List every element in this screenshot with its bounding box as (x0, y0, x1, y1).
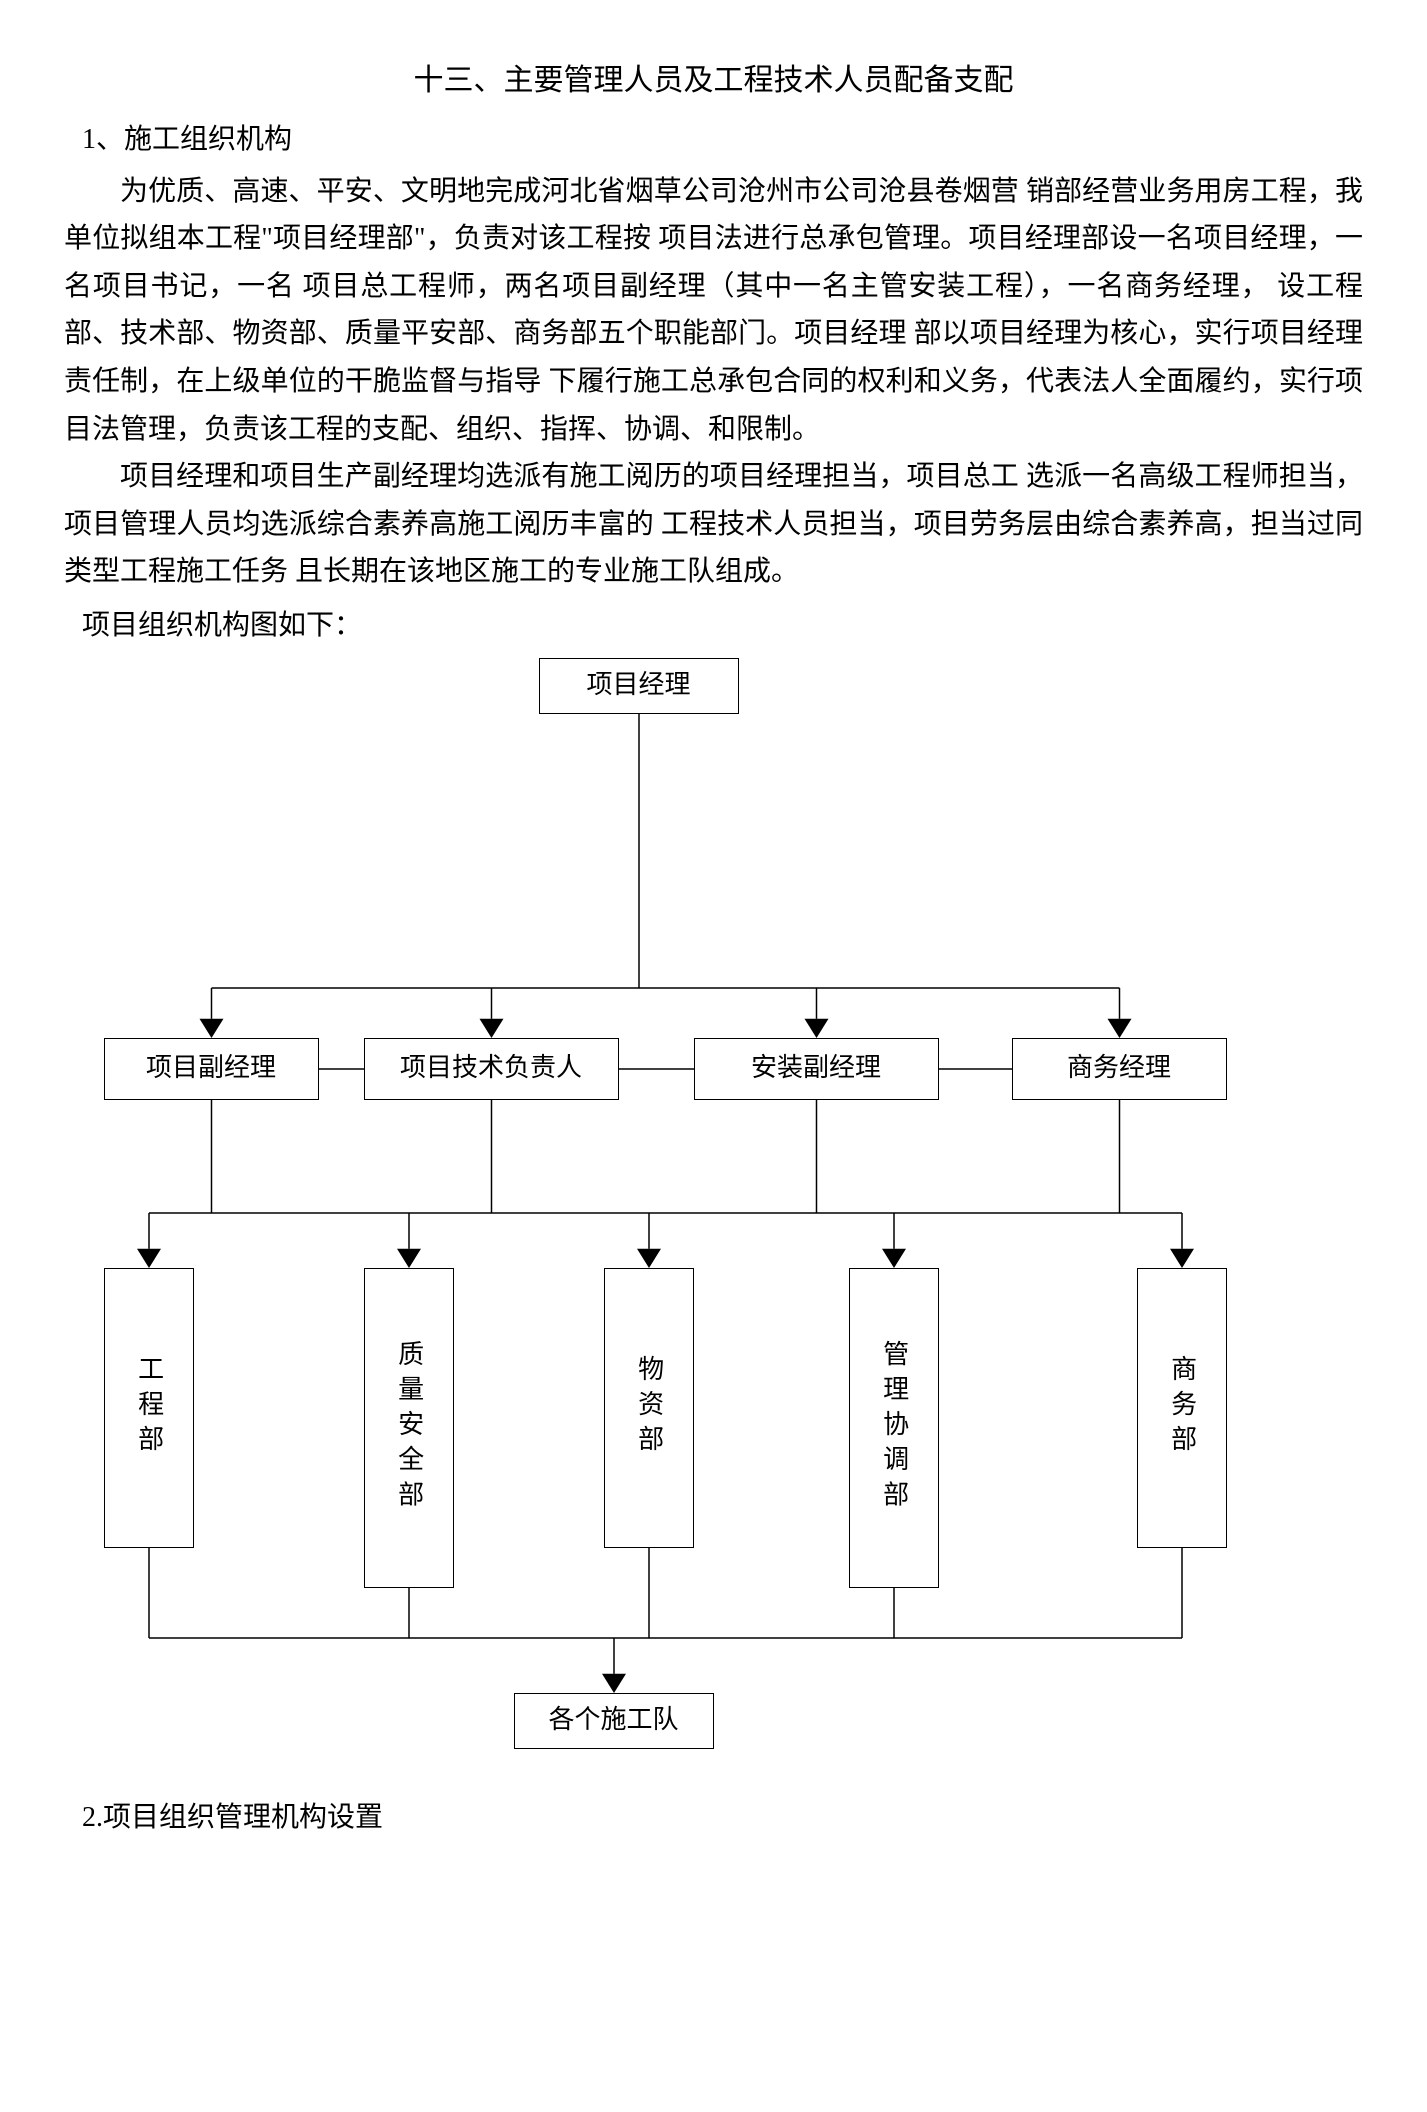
chart-caption: 项目组织机构图如下： (82, 602, 1363, 650)
section-2-heading: 2.项目组织管理机构设置 (82, 1794, 1363, 1842)
org-node-n9: 商务部 (1137, 1268, 1227, 1548)
org-node-n4: 商务经理 (1012, 1038, 1227, 1100)
section-1-heading: 1、施工组织机构 (82, 116, 1363, 164)
org-node-n1: 项目副经理 (104, 1038, 319, 1100)
org-node-n7: 物资部 (604, 1268, 694, 1548)
org-node-n2: 项目技术负责人 (364, 1038, 619, 1100)
org-node-n0: 项目经理 (539, 658, 739, 714)
paragraph-1: 为优质、高速、平安、文明地完成河北省烟草公司沧州市公司沧县卷烟营 销部经营业务用… (64, 168, 1363, 454)
org-node-n8: 管理协调部 (849, 1268, 939, 1588)
org-chart-connectors (74, 658, 1354, 1788)
org-chart: 项目经理项目副经理项目技术负责人 安装副经理 商务经理工程部 质量安全部 物资部 管理协调… (74, 658, 1354, 1788)
paragraph-2: 项目经理和项目生产副经理均选派有施工阅历的项目经理担当，项目总工 选派一名高级工… (64, 453, 1363, 596)
org-node-n6: 质量安全部 (364, 1268, 454, 1588)
page-title: 十三、主要管理人员及工程技术人员配备支配 (64, 55, 1363, 106)
org-node-n10: 各个施工队 (514, 1693, 714, 1749)
org-node-n3: 安装副经理 (694, 1038, 939, 1100)
org-node-n5: 工程部 (104, 1268, 194, 1548)
